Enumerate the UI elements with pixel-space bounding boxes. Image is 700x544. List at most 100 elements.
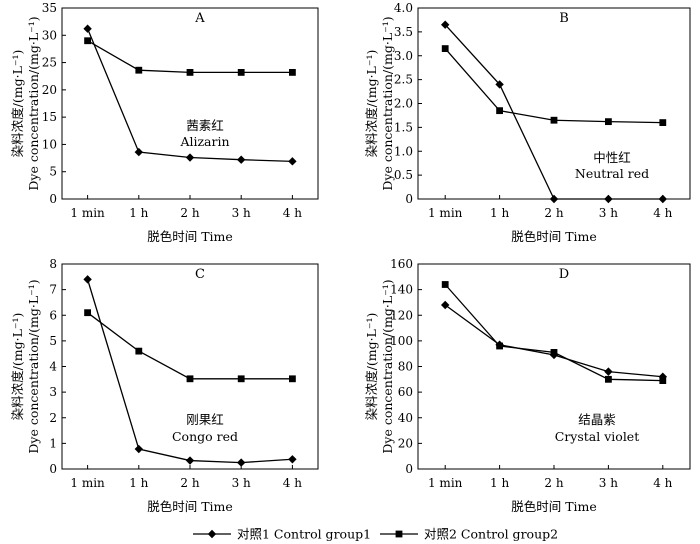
- panel-c-ytick-label: 6: [49, 308, 57, 322]
- panel-a: 0 5 10 15 20 25 30 35 1 min 1 h 2 h 3 h 4 h 脱色时间 Time…: [10, 1, 319, 244]
- panel-d-series-1-point: [658, 372, 667, 381]
- panel-d: 0 20 40 60 80 100 120 140 160 1 min 1 h 2 h 3 h 4 h 脱色…: [364, 257, 691, 514]
- panel-c-series-1-point: [185, 456, 195, 465]
- panel-a-x-axis-label: 脱色时间 Time: [147, 229, 233, 244]
- panel-d-series-2-point: [659, 377, 667, 384]
- panel-c-series-2-point: [135, 347, 143, 355]
- panel-b-series-1-point: [604, 194, 613, 204]
- panel-c-series-1-point: [134, 444, 143, 454]
- panel-c-y-axis-label: 染料浓度/(mg·L⁻¹): [10, 313, 25, 421]
- panel-c-xtick-label: 1 h: [129, 476, 148, 490]
- panel-c-xtick-label: 4 h: [283, 476, 302, 490]
- panel-b-dye-name-en: Neutral red: [575, 166, 649, 181]
- panel-b-ytick-label: 0: [405, 192, 413, 206]
- panel-c-dye-name-en: Congo red: [172, 429, 238, 444]
- panel-a-ytick-label: 0: [49, 192, 57, 206]
- panel-a-ytick-label: 5: [49, 165, 57, 179]
- panel-d-series-2-line: [444, 284, 663, 382]
- panel-c-series-1-point: [237, 458, 246, 467]
- panel-c-y-axis-label-en: Dye concentration/(mg·L⁻¹): [26, 279, 41, 453]
- panel-a-series-1-point: [134, 147, 143, 157]
- panel-c-dye-name-cn: 刚果红: [186, 412, 224, 427]
- panel-d-xtick-label: 2 h: [544, 476, 563, 490]
- panel-b-xtick-label: 3 h: [599, 206, 618, 220]
- panel-d-ytick-label: 120: [390, 308, 413, 322]
- panel-c-series-1-point: [288, 455, 297, 464]
- panel-a-series-1-point: [185, 153, 195, 162]
- panel-a-y-axis-label: 染料浓度/(mg·L⁻¹): [10, 50, 25, 158]
- panel-a-xtick-label: 3 h: [232, 206, 251, 220]
- panel-b-xtick-label: 2 h: [544, 206, 563, 220]
- panel-c-xtick-label: 3 h: [232, 476, 251, 490]
- panel-a-dye-name-cn: 茜素红: [186, 118, 224, 133]
- panel-d-series-1-point: [441, 300, 450, 310]
- panel-b-ytick-label: 4.0: [394, 1, 413, 15]
- panel-d-series-1-line: [444, 304, 663, 378]
- panel-c-series-2-point: [84, 309, 91, 317]
- panel-a-ytick-label: 30: [42, 28, 57, 42]
- legend-label-2: 对照2 Control group2: [424, 527, 558, 542]
- panel-b-y-axis-label-en: Dye concentration/(mg·L⁻¹): [380, 16, 395, 190]
- panel-b-ytick-label: 3.5: [394, 25, 413, 39]
- legend-marker-2: [395, 530, 403, 538]
- panel-d-ytick-label: 80: [398, 360, 413, 374]
- panel-b-series-1-point: [549, 194, 559, 204]
- panel-a-series-2-point: [135, 66, 143, 74]
- panel-b-series-1-point: [441, 20, 450, 29]
- panel-c-ytick-label: 3: [49, 385, 57, 399]
- panel-a-ytick-label: 25: [42, 56, 57, 70]
- panel-d-xtick-label: 1 h: [490, 476, 509, 490]
- panel-c: 0 1 2 3 4 5 6 7 8 1 min 1 h 2 h 3 h 4 h 脱色时间 Time 染料浓度/…: [10, 257, 319, 514]
- legend: 对照1 Control group1 对照2 Control group2: [193, 527, 558, 542]
- panel-a-series-2-point: [186, 68, 194, 76]
- panel-c-ytick-label: 0: [49, 462, 57, 476]
- panel-d-ytick-label: 0: [405, 462, 413, 476]
- panel-b-series-2-point: [550, 116, 558, 124]
- panel-c-ytick-label: 1: [49, 436, 57, 450]
- panel-c-ytick-label: 4: [49, 360, 57, 374]
- panel-d-series-1-point: [604, 367, 613, 376]
- panel-d-ytick-label: 60: [398, 385, 413, 399]
- panel-b-xtick-label: 4 h: [653, 206, 672, 220]
- panel-b-series-2-point: [441, 45, 449, 52]
- panel-c-x-axis-label: 脱色时间 Time: [147, 499, 233, 514]
- panel-b-ytick-label: 1.5: [394, 120, 413, 134]
- panel-d-ytick-label: 40: [398, 411, 413, 425]
- panel-a-xtick-label: 4 h: [283, 206, 302, 220]
- panel-a-series-2-point: [84, 37, 91, 45]
- panel-c-xtick-label: 2 h: [180, 476, 199, 490]
- panel-d-y-axis-label: 染料浓度/(mg·L⁻¹): [364, 313, 379, 421]
- panel-b-series-2-point: [605, 118, 612, 126]
- panel-a-dye-name-en: Alizarin: [179, 134, 229, 149]
- panel-b: 0 0.5 1.0 1.5 2.0 2.5 3.0 3.5 4.0 1 min 1 h 2 h 3 h 4…: [364, 1, 691, 244]
- panel-b-xtick-label: 1 h: [490, 206, 509, 220]
- panel-d-series-2-point: [550, 349, 558, 356]
- panel-a-series-1-point: [288, 157, 297, 166]
- panel-b-ytick-label: 2.5: [394, 73, 413, 87]
- panel-d-ytick-label: 160: [390, 257, 413, 271]
- panel-b-ytick-label: 1.0: [394, 144, 413, 158]
- panel-a-series-1-point: [83, 24, 92, 33]
- panel-c-ytick-label: 2: [49, 411, 57, 425]
- panel-b-xtick-label: 1 min: [428, 206, 463, 220]
- panel-a-ytick-label: 15: [42, 110, 57, 124]
- panel-d-dye-name-en: Crystal violet: [555, 429, 639, 444]
- panel-c-series-2-line: [87, 312, 293, 380]
- panel-d-ytick-label: 20: [398, 436, 413, 450]
- panel-c-ytick-label: 7: [49, 283, 57, 297]
- panel-a-y-axis-label-en: Dye concentration/(mg·L⁻¹): [26, 16, 41, 190]
- panel-d-ytick-label: 100: [390, 334, 413, 348]
- legend-label-1: 对照1 Control group1: [237, 527, 371, 542]
- panel-b-y-axis-label: 染料浓度/(mg·L⁻¹): [364, 50, 379, 158]
- panel-c-series-2-point: [186, 375, 194, 383]
- panel-b-ytick-label: 2.0: [394, 97, 413, 111]
- panel-c-series-2-point: [237, 375, 245, 383]
- panel-b-axes-frame: [417, 7, 691, 200]
- panel-a-letter: A: [194, 11, 205, 26]
- panel-c-series-2-point: [289, 375, 296, 383]
- panel-a-series-2-point: [237, 68, 245, 76]
- panel-b-ytick-label: 0.5: [394, 168, 413, 182]
- panel-c-ytick-label: 8: [49, 257, 57, 271]
- panel-b-series-2-point: [496, 107, 503, 115]
- panel-a-series-1-point: [237, 155, 246, 164]
